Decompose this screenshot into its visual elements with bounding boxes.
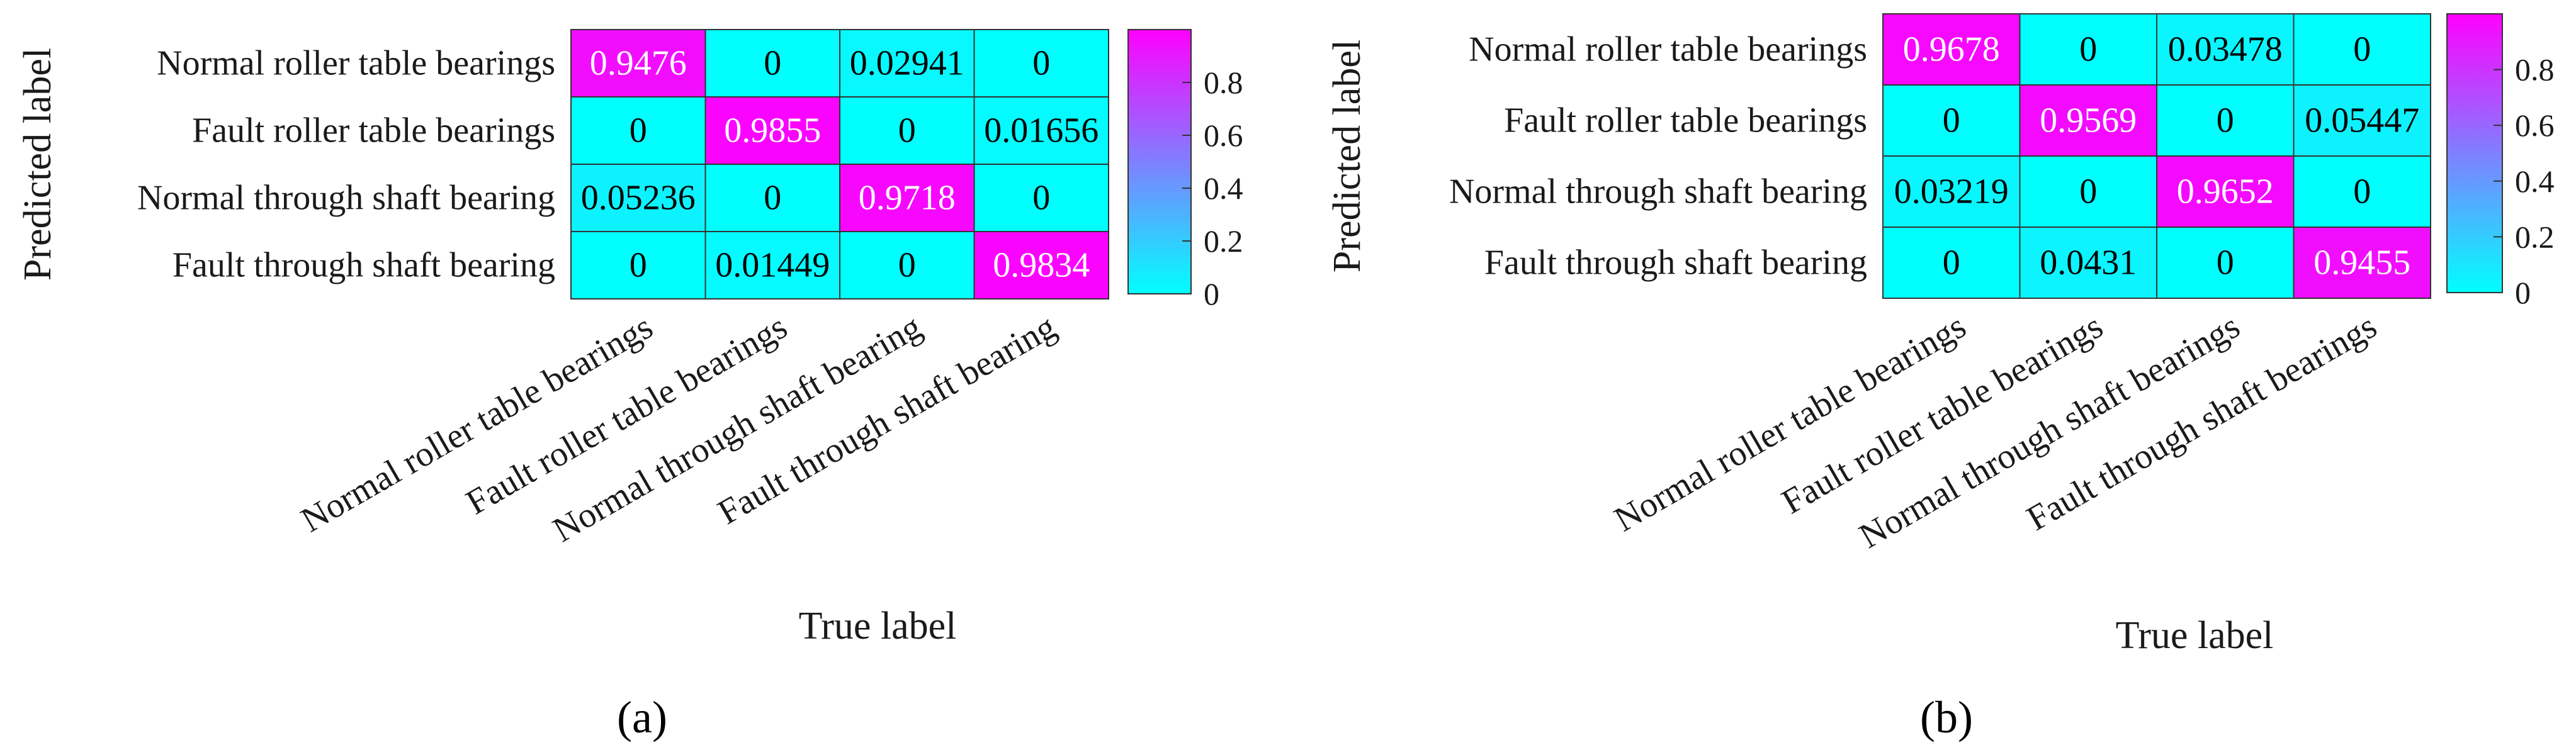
cell-value-label: 0 xyxy=(898,111,916,150)
cell-value-label: 0 xyxy=(2353,172,2371,211)
colorbar xyxy=(2446,13,2503,293)
colorbar-tick-label: 0.6 xyxy=(2515,108,2555,143)
heatmap-cell-r2-c3 xyxy=(973,164,1109,232)
colorbar xyxy=(1127,29,1192,294)
cell-value-label: 0.9569 xyxy=(2040,101,2137,140)
colorbar-tick-label: 0.6 xyxy=(1204,118,1243,153)
heatmap-cell-r3-c3 xyxy=(2293,227,2431,299)
cell-value-label: 0.03219 xyxy=(1894,172,2009,211)
y-tick-label: Fault through shaft bearing xyxy=(172,246,555,285)
heatmap-cell-r3-c1 xyxy=(2019,227,2157,299)
cell-value-label: 0 xyxy=(2079,172,2097,211)
y-tick-label: Fault roller table bearings xyxy=(1504,101,1867,140)
colorbar-tick-label: 0 xyxy=(2515,275,2531,310)
cell-value-label: 0 xyxy=(1032,44,1050,83)
y-tick-label: Fault roller table bearings xyxy=(192,111,555,150)
cell-value-label: 0 xyxy=(2217,244,2234,283)
cell-value-label: 0 xyxy=(764,179,781,218)
cell-value-label: 0.05236 xyxy=(581,179,696,218)
y-tick-label: Normal roller table bearings xyxy=(1469,30,1867,69)
y-tick-label: Fault through shaft bearing xyxy=(1484,244,1867,283)
heatmap-cell-r3-c3 xyxy=(973,231,1109,300)
heatmap-cell-r1-c1 xyxy=(704,96,840,165)
y-tick-label: Normal roller table bearings xyxy=(157,44,555,83)
cell-value-label: 0 xyxy=(2353,30,2371,69)
colorbar-tick-label: 0.2 xyxy=(1204,223,1243,259)
heatmap-cell-r2-c3 xyxy=(2293,155,2431,228)
cell-value-label: 0 xyxy=(1943,101,1960,140)
cell-value-label: 0 xyxy=(898,246,916,285)
y-tick-label: Normal through shaft bearing xyxy=(137,179,555,218)
x-axis-title: True label xyxy=(2116,614,2274,657)
colorbar-tick-label: 0.4 xyxy=(2515,164,2555,199)
heatmap-cell-r1-c1 xyxy=(2019,84,2157,157)
cell-value-label: 0 xyxy=(764,44,781,83)
cell-value-label: 0.9476 xyxy=(590,44,687,83)
y-axis-title: Predicted label xyxy=(16,48,59,281)
panel-label: (a) xyxy=(617,692,667,742)
heatmap-cell-r2-c2 xyxy=(2156,155,2295,228)
cell-value-label: 0.9855 xyxy=(724,111,821,150)
heatmap-cell-r1-c3 xyxy=(2293,84,2431,157)
colorbar-tick-label: 0.8 xyxy=(2515,52,2555,87)
heatmap-cell-r1-c3 xyxy=(973,96,1109,165)
heatmap-border xyxy=(1882,13,2431,299)
y-axis-title: Predicted label xyxy=(1326,40,1369,272)
cell-value-label: 0 xyxy=(2079,30,2097,69)
heatmap-cell-r2-c2 xyxy=(839,164,975,232)
colorbar-tick-label: 0.8 xyxy=(1204,65,1243,100)
cell-value-label: 0.03478 xyxy=(2168,30,2283,69)
cell-value-label: 0 xyxy=(1032,179,1050,218)
panel-label: (b) xyxy=(1920,692,1973,742)
heatmap-cell-r3-c1 xyxy=(704,231,840,300)
cell-value-label: 0 xyxy=(2217,101,2234,140)
heatmap-cell-r1-c0 xyxy=(1882,84,2021,157)
cell-value-label: 0.02941 xyxy=(850,44,964,83)
confusion-matrix-panel-b: 0.9678 0 0.03478 0 0 0.9569 0 0.05447 0.03219 0 0.… xyxy=(1326,13,2555,742)
cell-value-label: 0.0431 xyxy=(2040,244,2137,283)
colorbar-tick-label: 0 xyxy=(1204,276,1219,311)
y-tick-label: Normal through shaft bearing xyxy=(1449,172,1867,211)
heatmap-cell-r3-c2 xyxy=(2156,227,2295,299)
heatmap-cell-r3-c2 xyxy=(839,231,975,300)
heatmap-border xyxy=(570,29,1109,300)
confusion-matrix-panel-a: 0.9476 0 0.02941 0 0 0.9855 0 0.01656 0.05236 0 0.… xyxy=(16,29,1243,742)
cell-value-label: 0.9834 xyxy=(993,246,1090,285)
cell-value-label: 0 xyxy=(630,246,647,285)
cell-value-label: 0.01449 xyxy=(715,246,830,285)
colorbar-tick-label: 0.4 xyxy=(1204,171,1243,206)
colorbar-tick-label: 0.2 xyxy=(2515,219,2555,254)
heatmap-cell-r3-c0 xyxy=(1882,227,2021,299)
x-axis-title: True label xyxy=(799,605,957,647)
heatmap-cell-r2-c0 xyxy=(1882,155,2021,228)
heatmap-cell-r0-c0 xyxy=(570,29,706,98)
cell-value-label: 0.9718 xyxy=(859,179,956,218)
cell-value-label: 0 xyxy=(630,111,647,150)
cell-value-label: 0.05447 xyxy=(2305,101,2419,140)
cell-value-label: 0.01656 xyxy=(984,111,1099,150)
cell-value-label: 0.9455 xyxy=(2313,244,2410,283)
heatmap-cell-r2-c1 xyxy=(2019,155,2157,228)
heatmap-cell-r3-c0 xyxy=(570,231,706,300)
cell-value-label: 0 xyxy=(1943,244,1960,283)
cell-value-label: 0.9652 xyxy=(2177,172,2274,211)
cell-value-label: 0.9678 xyxy=(1903,30,2000,69)
